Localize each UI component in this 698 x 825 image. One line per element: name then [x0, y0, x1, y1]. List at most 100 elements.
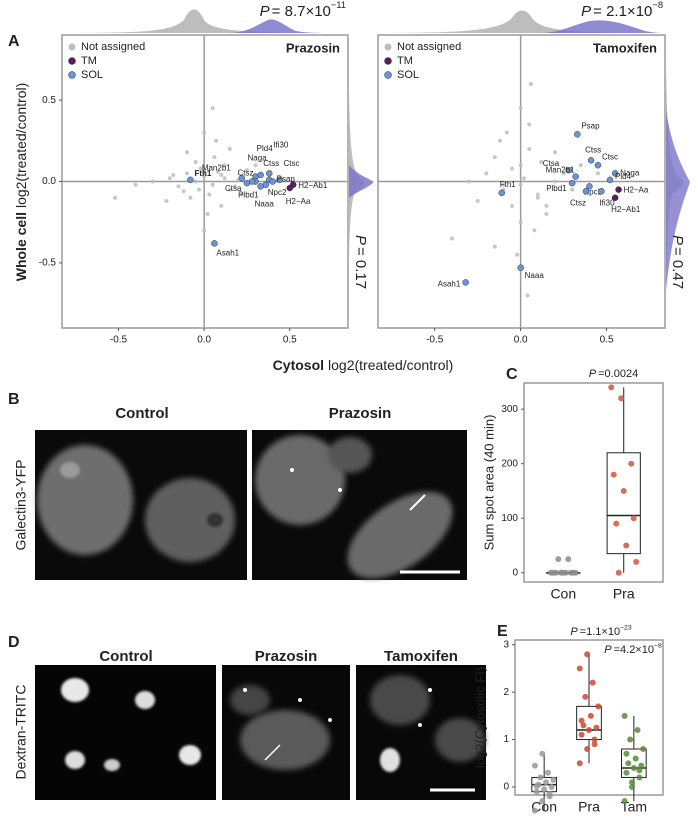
- labeled-point: [286, 184, 294, 192]
- point: [522, 176, 527, 181]
- point-label: Fth1: [500, 180, 517, 189]
- point: [181, 189, 186, 194]
- column-label: Control: [115, 405, 168, 422]
- y-tick-label: 2: [503, 687, 509, 698]
- point: [219, 203, 224, 208]
- labeled-point: [615, 186, 622, 193]
- point: [205, 212, 210, 217]
- legend-label: SOL: [81, 69, 103, 81]
- labeled-point: [238, 174, 246, 182]
- point: [532, 228, 537, 233]
- point-label: Man2b1: [202, 163, 231, 172]
- point: [544, 212, 549, 217]
- point: [565, 556, 572, 563]
- labeled-point: [248, 178, 256, 185]
- p-value: P =0.0024: [589, 368, 638, 380]
- labeled-point: [594, 161, 602, 169]
- labeled-point: [598, 188, 605, 195]
- point: [615, 569, 622, 576]
- point: [537, 774, 544, 781]
- p-exponent: −8: [652, 0, 663, 10]
- micrograph: [252, 430, 467, 580]
- p-symbol: P: [669, 235, 686, 245]
- panel-label: A: [8, 33, 20, 50]
- point: [222, 163, 227, 168]
- labeled-point: [582, 188, 590, 195]
- point: [133, 182, 138, 187]
- point: [630, 515, 637, 522]
- point-label: Naaa: [525, 271, 545, 280]
- point: [539, 798, 546, 805]
- point: [584, 746, 591, 753]
- point: [636, 767, 643, 774]
- p-text: =1.1×10: [580, 626, 620, 638]
- point: [202, 228, 207, 233]
- labeled-point: [517, 264, 524, 272]
- y-tick-label: 300: [501, 404, 518, 415]
- point: [449, 236, 454, 241]
- point: [518, 163, 523, 168]
- y-tick-label: 200: [501, 458, 518, 469]
- box: [606, 452, 641, 555]
- legend-label: TM: [397, 55, 413, 67]
- point: [576, 760, 583, 767]
- legend-label: Not assigned: [397, 41, 461, 53]
- point: [548, 783, 555, 790]
- point: [535, 192, 540, 197]
- panel-label: E: [497, 623, 508, 640]
- labeled-point: [269, 178, 276, 185]
- labeled-point: [586, 183, 593, 190]
- point: [167, 176, 172, 181]
- point: [467, 179, 472, 184]
- p-value: P = 2.1×10−8: [581, 0, 663, 20]
- point: [576, 665, 583, 672]
- p-text: = 0.17: [352, 247, 369, 289]
- point: [518, 106, 523, 111]
- point: [623, 542, 630, 549]
- point: [535, 195, 540, 200]
- point-label: Psap: [277, 175, 296, 184]
- point-label: Ctsc: [283, 159, 299, 168]
- p-text: = 2.1×10: [593, 3, 652, 20]
- chart-title: Prazosin: [286, 40, 340, 55]
- p-value: P =1.1×10−23: [570, 624, 631, 638]
- y-tick-label: -0.5: [39, 258, 57, 269]
- x-tick-label: Tam: [621, 799, 647, 815]
- point: [150, 179, 155, 184]
- point: [202, 130, 207, 135]
- panel-label: D: [8, 634, 20, 651]
- point: [589, 679, 596, 686]
- point: [623, 750, 630, 757]
- point: [543, 779, 550, 786]
- p-value: P = 8.7×10−11: [260, 0, 346, 20]
- point: [185, 150, 190, 155]
- point: [610, 471, 617, 478]
- p-exponent: −23: [620, 624, 632, 631]
- p-symbol: P: [570, 626, 578, 638]
- x-tick-label: -0.5: [110, 335, 128, 346]
- row-label: Galectin3-YFP: [13, 459, 29, 550]
- legend-marker: [68, 43, 76, 51]
- point: [515, 252, 520, 257]
- x-tick-label: Pra: [578, 799, 600, 815]
- point: [222, 176, 227, 181]
- y-tick-label: 0: [512, 567, 518, 578]
- point: [578, 163, 583, 168]
- x-tick-label: Con: [550, 586, 576, 602]
- point: [628, 460, 635, 467]
- point: [492, 155, 497, 160]
- p-value: P = 0.47: [669, 235, 686, 289]
- x-tick-label: 0.0: [197, 335, 211, 346]
- point: [613, 520, 620, 527]
- p-symbol: P: [589, 368, 597, 380]
- p-value: P =4.2×10−8: [604, 642, 662, 656]
- column-label: Prazosin: [255, 648, 318, 665]
- labeled-point: [611, 170, 619, 177]
- x-tick-label: 0.5: [283, 335, 297, 346]
- point: [531, 762, 538, 769]
- micrograph: [222, 665, 350, 800]
- point-label: Fth1: [194, 169, 211, 178]
- point-label: Pld4: [257, 144, 274, 153]
- point: [634, 727, 641, 734]
- point: [591, 736, 598, 743]
